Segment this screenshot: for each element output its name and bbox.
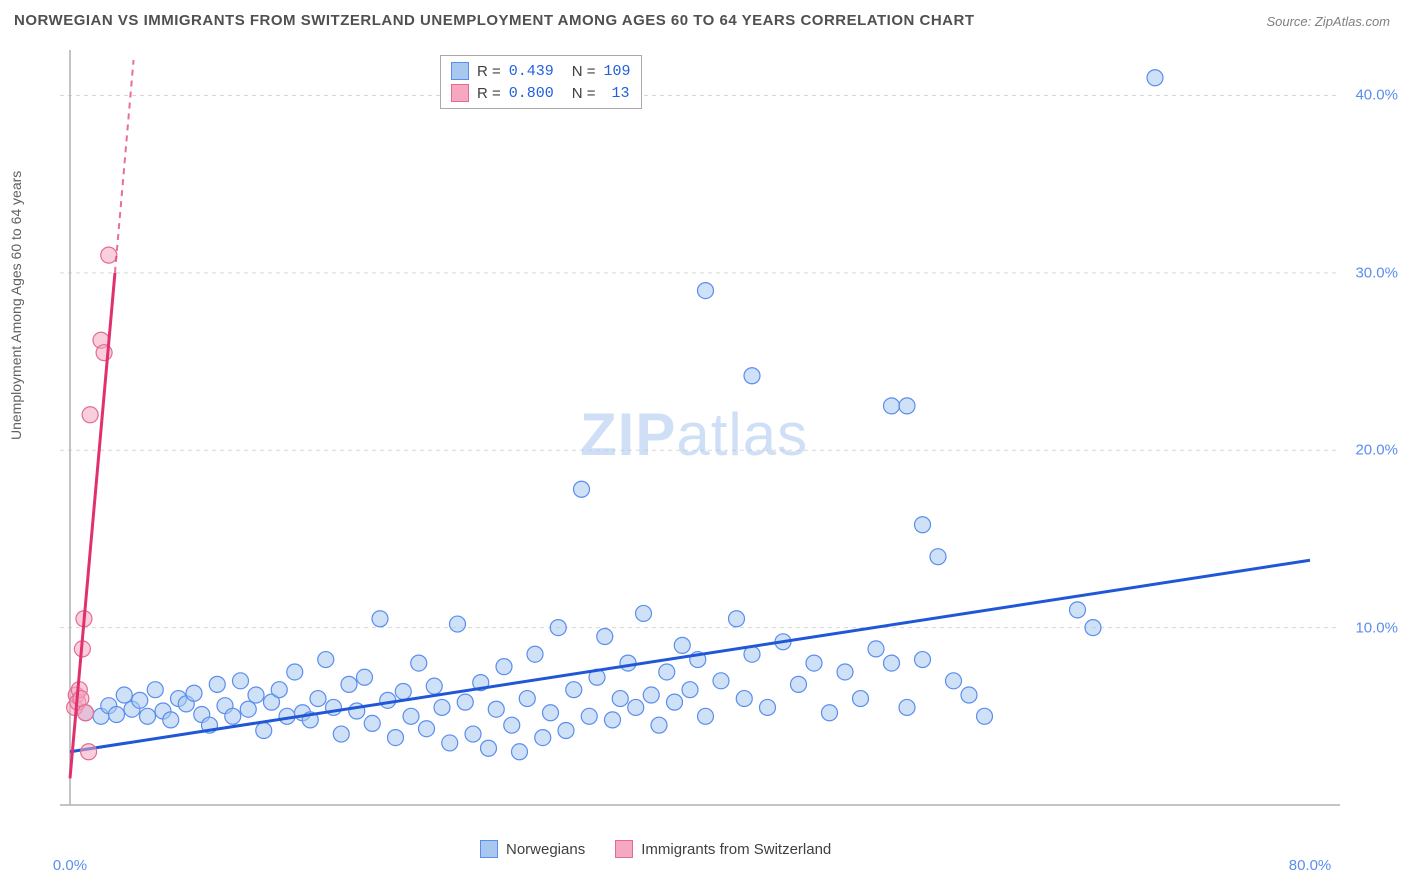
chart-title: NORWEGIAN VS IMMIGRANTS FROM SWITZERLAND… xyxy=(14,12,974,29)
swatch-norwegians xyxy=(451,62,469,80)
y-tick: 20.0% xyxy=(1355,442,1398,459)
series-legend: Norwegians Immigrants from Switzerland xyxy=(480,840,831,858)
series-label-0: Norwegians xyxy=(506,841,585,858)
n-value-0: 109 xyxy=(604,63,631,80)
y-axis-label: Unemployment Among Ages 60 to 64 years xyxy=(8,171,24,440)
r-value-1: 0.800 xyxy=(509,85,554,102)
y-tick: 40.0% xyxy=(1355,87,1398,104)
legend-row-norwegians: R = 0.439 N = 109 xyxy=(451,60,631,82)
y-tick: 30.0% xyxy=(1355,264,1398,281)
swatch-immigrants xyxy=(451,84,469,102)
y-tick: 10.0% xyxy=(1355,619,1398,636)
chart-container: NORWEGIAN VS IMMIGRANTS FROM SWITZERLAND… xyxy=(0,0,1406,892)
correlation-legend: R = 0.439 N = 109 R = 0.800 N = 13 xyxy=(440,55,642,109)
r-value-0: 0.439 xyxy=(509,63,554,80)
legend-item-norwegians: Norwegians xyxy=(480,840,585,858)
swatch-norwegians-bottom xyxy=(480,840,498,858)
scatter-plot xyxy=(60,50,1340,825)
series-label-1: Immigrants from Switzerland xyxy=(641,841,831,858)
x-tick: 80.0% xyxy=(1289,857,1332,874)
n-value-1: 13 xyxy=(612,85,630,102)
x-tick: 0.0% xyxy=(53,857,87,874)
swatch-immigrants-bottom xyxy=(615,840,633,858)
legend-item-immigrants: Immigrants from Switzerland xyxy=(615,840,831,858)
source-label: Source: ZipAtlas.com xyxy=(1266,14,1390,29)
legend-row-immigrants: R = 0.800 N = 13 xyxy=(451,82,631,104)
